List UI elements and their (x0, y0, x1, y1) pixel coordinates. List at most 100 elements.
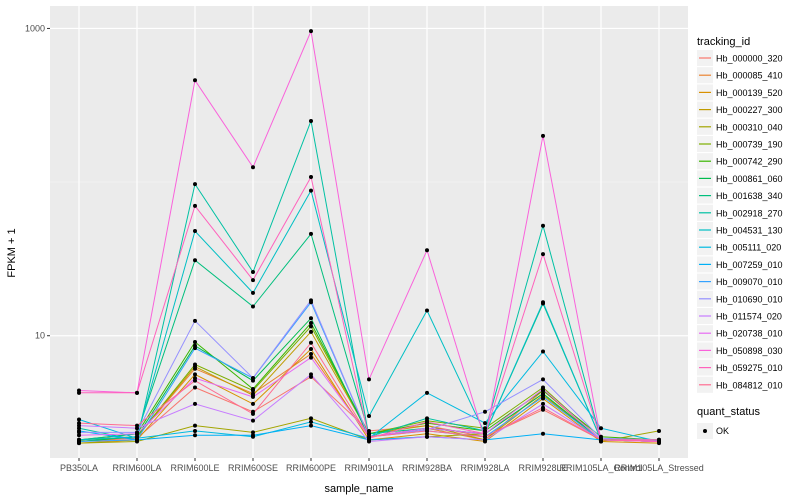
x-tick-label: RRIM105LA_Control (559, 463, 642, 473)
legend-label: Hb_002918_270 (716, 208, 783, 218)
data-point (77, 421, 81, 426)
data-point (367, 431, 371, 436)
data-point (193, 318, 197, 323)
legend-label: Hb_010690_010 (716, 294, 783, 304)
grid-lines (50, 6, 688, 458)
data-point (367, 414, 371, 419)
data-point (251, 376, 255, 381)
data-point (77, 439, 81, 444)
legend-label: Hb_000861_060 (716, 174, 783, 184)
legend: tracking_id Hb_000000_320Hb_000085_410Hb… (697, 36, 783, 439)
data-point (251, 401, 255, 406)
data-point (599, 437, 603, 442)
data-point (135, 390, 139, 395)
shape-legend-point (703, 429, 707, 433)
y-tick-label: 10 (35, 331, 45, 341)
legend-label: Hb_084812_010 (716, 380, 783, 390)
legend-title: tracking_id (697, 36, 750, 48)
data-point (193, 372, 197, 377)
x-tick-label: RRIM928LE (518, 463, 567, 473)
series-layer (77, 29, 661, 446)
data-point (483, 434, 487, 439)
data-point (309, 174, 313, 179)
data-point (193, 433, 197, 438)
x-tick-label: RRIM928BA (402, 463, 452, 473)
data-point (309, 324, 313, 329)
data-point (541, 349, 545, 354)
data-point (193, 229, 197, 234)
data-point (541, 377, 545, 382)
legend-label: Hb_011574_020 (716, 312, 782, 322)
shape-legend-title: quant_status (697, 406, 760, 418)
data-point (77, 390, 81, 395)
data-point (251, 411, 255, 416)
data-point (483, 437, 487, 442)
x-tick-label: RRIM105LA_Stressed (614, 463, 704, 473)
legend-label: Hb_000139_520 (716, 88, 783, 98)
data-point (599, 426, 603, 431)
data-point (367, 434, 371, 439)
data-point (483, 428, 487, 433)
legend-label: Hb_001638_340 (716, 191, 783, 201)
x-tick-label: RRIM600LA (112, 463, 161, 473)
legend-label: Hb_000227_300 (716, 105, 783, 115)
data-point (541, 394, 545, 399)
data-point (309, 423, 313, 428)
data-point (309, 352, 313, 357)
x-tick-label: RRIM901LA (344, 463, 393, 473)
legend-label: Hb_020738_010 (716, 329, 783, 339)
legend-label: Hb_004531_130 (716, 226, 783, 236)
data-point (135, 423, 139, 428)
data-point (309, 298, 313, 303)
data-point (541, 431, 545, 436)
data-point (541, 133, 545, 138)
data-point (657, 437, 661, 442)
data-point (193, 78, 197, 83)
data-point (251, 269, 255, 274)
data-point (425, 390, 429, 395)
data-point (483, 431, 487, 436)
data-point (309, 231, 313, 236)
data-point (77, 430, 81, 435)
data-point (251, 418, 255, 423)
legend-label: Hb_007259_010 (716, 260, 783, 270)
x-tick-label: RRIM600LE (170, 463, 219, 473)
data-point (309, 316, 313, 321)
data-point (367, 428, 371, 433)
data-point (425, 308, 429, 313)
data-point (251, 387, 255, 392)
y-tick-label: 1000 (25, 23, 45, 33)
legend-items: Hb_000000_320 Hb_000085_410 Hb_000139_520 H… (697, 50, 783, 393)
data-point (251, 430, 255, 435)
data-point (193, 258, 197, 263)
data-point (541, 252, 545, 257)
data-point (251, 290, 255, 295)
data-point (367, 439, 371, 444)
data-point (251, 278, 255, 283)
data-point (425, 416, 429, 421)
data-point (309, 346, 313, 351)
data-point (77, 433, 81, 438)
legend-label: Hb_005111_020 (716, 243, 781, 253)
x-axis-title: sample_name (324, 483, 393, 495)
shape-legend-label: OK (716, 426, 729, 436)
data-point (193, 428, 197, 433)
x-tick-label: RRIM600SE (228, 463, 278, 473)
data-point (251, 394, 255, 399)
data-point (425, 428, 429, 433)
data-point (193, 340, 197, 345)
legend-label: Hb_000310_040 (716, 122, 783, 132)
legend-label: Hb_059275_010 (716, 363, 783, 373)
legend-label: Hb_009070_010 (716, 277, 783, 287)
data-point (135, 437, 139, 442)
data-point (193, 346, 197, 351)
legend-label: Hb_050898_030 (716, 346, 783, 356)
data-point (193, 203, 197, 208)
data-point (425, 431, 429, 436)
data-point (483, 421, 487, 426)
data-point (309, 416, 313, 421)
legend-label: Hb_000000_320 (716, 54, 783, 64)
data-point (309, 419, 313, 424)
data-point (541, 401, 545, 406)
data-point (309, 118, 313, 123)
